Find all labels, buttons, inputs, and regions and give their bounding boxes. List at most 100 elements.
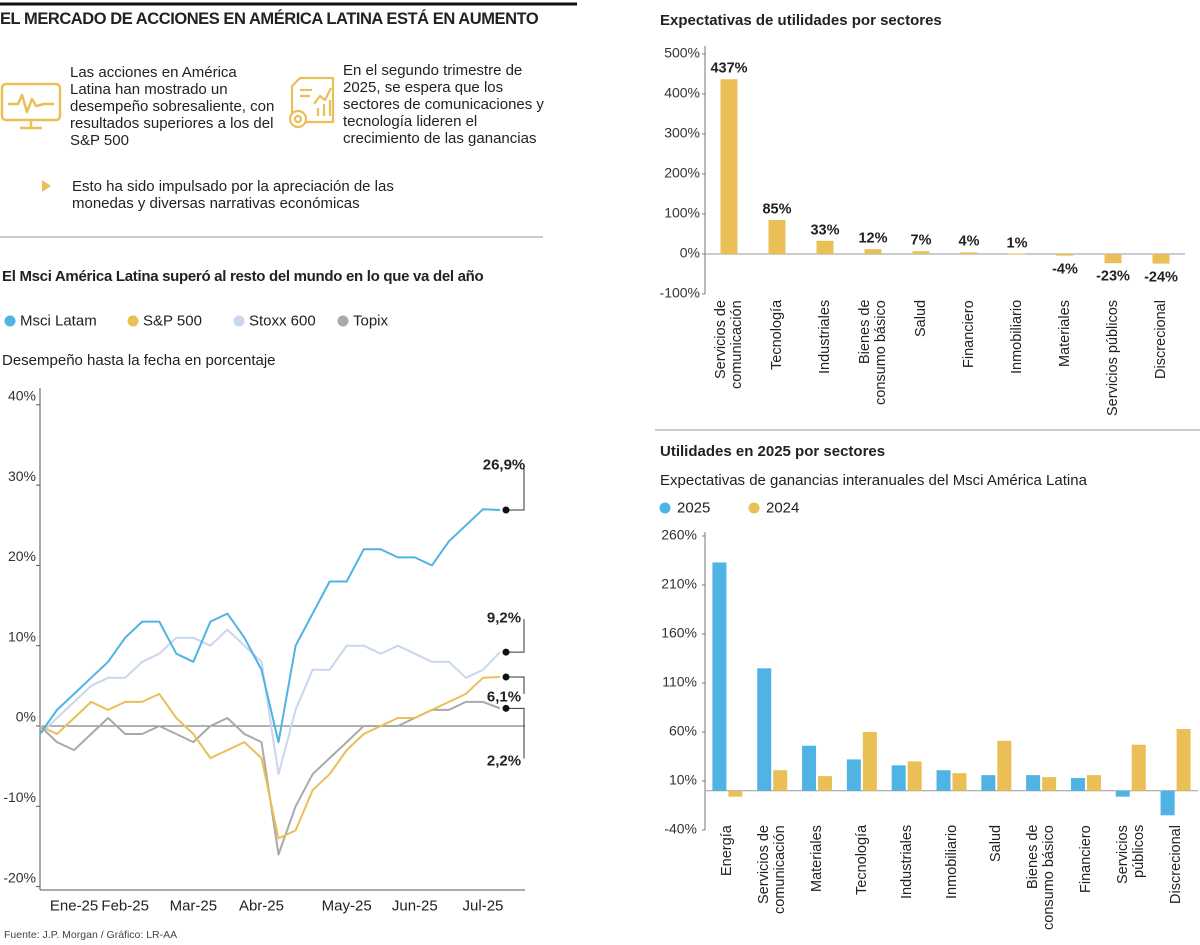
x-tick-label: Mar-25 (169, 897, 218, 915)
value-label: -24% (1144, 269, 1178, 286)
bar (1070, 778, 1085, 791)
legend-label: 2024 (766, 499, 800, 517)
x-tick-label: Financiero (1077, 825, 1094, 893)
chart-subtitle: Expectativas de ganancias interanuales d… (660, 472, 1087, 489)
legend-label: S&P 500 (143, 312, 202, 330)
legend-swatch (127, 315, 139, 327)
bar (802, 745, 817, 791)
chart-title: Utilidades en 2025 por sectores (660, 443, 886, 460)
series-line (39, 508, 501, 744)
bar (1008, 253, 1026, 255)
bar (936, 770, 951, 791)
end-dot (502, 704, 510, 712)
chart-subtitle: Desempeño hasta la fecha en porcentaje (2, 352, 276, 369)
x-tick-label: Feb-25 (101, 897, 149, 915)
annotation-leader (506, 465, 525, 511)
y-tick-label: -20% (3, 869, 36, 885)
x-tick-label: Bienes de consumo básico (1025, 825, 1058, 930)
value-label: 12% (858, 230, 888, 247)
bar (1086, 775, 1101, 791)
bar (1115, 790, 1130, 797)
y-tick-label: -10% (3, 789, 36, 805)
end-dot (502, 648, 510, 656)
bar (1026, 775, 1041, 791)
bar (757, 668, 772, 791)
x-tick-label: Materiales (809, 825, 826, 892)
y-tick-label: 500% (664, 45, 700, 61)
x-tick-label: Salud (988, 825, 1005, 863)
page-title: EL MERCADO DE ACCIONES EN AMÉRICA LATINA… (0, 10, 539, 28)
legend-swatch (4, 315, 16, 327)
annotation-leader (506, 619, 525, 653)
y-tick-label: 200% (664, 165, 700, 181)
series-line (39, 700, 501, 856)
x-tick-label: Discrecional (1167, 825, 1184, 904)
value-label: 33% (810, 222, 840, 239)
bar (712, 562, 727, 791)
x-tick-label: Servicios de comunicación (756, 825, 789, 914)
x-tick-label: Financiero (961, 300, 977, 368)
annotation-leader (506, 676, 525, 695)
highlight-text: Las acciones en América Latina han mostr… (70, 64, 275, 149)
bar (818, 776, 833, 791)
series-line (39, 676, 501, 840)
bar (912, 251, 930, 254)
end-label: 9,2% (486, 609, 522, 627)
legend-swatch (337, 315, 349, 327)
end-dot (502, 673, 510, 681)
y-tick-label: -100% (660, 285, 700, 301)
y-tick-label: 110% (662, 674, 697, 690)
value-label: 437% (710, 60, 748, 77)
bar (720, 79, 738, 254)
bar (1042, 777, 1057, 791)
end-label: 2,2% (486, 752, 522, 770)
y-tick-label: 0% (680, 245, 700, 261)
y-tick-label: 400% (664, 85, 700, 101)
y-tick-label: 0% (16, 709, 36, 725)
y-tick-label: 60% (669, 723, 697, 739)
x-tick-label: Servicios públicos (1114, 825, 1147, 884)
highlight-text: En el segundo trimestre de 2025, se espe… (343, 62, 544, 147)
x-tick-label: Tecnología (853, 825, 870, 896)
bar (1131, 744, 1146, 791)
bar (960, 252, 978, 254)
legend-label: Stoxx 600 (249, 312, 316, 330)
y-tick-label: 40% (8, 388, 36, 404)
x-tick-label: Servicios de comunicación (713, 300, 745, 389)
x-tick-label: Tecnología (769, 300, 785, 371)
x-tick-label: Industriales (898, 825, 915, 900)
series-line (39, 628, 501, 776)
y-tick-label: 10% (669, 772, 697, 788)
bar (981, 775, 996, 791)
bar (952, 773, 967, 791)
x-tick-label: Inmobiliario (943, 825, 960, 900)
bullet-icon (42, 180, 51, 192)
end-label: 6,1% (486, 688, 522, 706)
value-label: 85% (762, 201, 792, 218)
legend-swatch (748, 502, 760, 514)
chart-title: Expectativas de utilidades por sectores (660, 12, 942, 29)
bar (1152, 254, 1170, 264)
x-tick-label: May-25 (321, 897, 372, 915)
x-tick-label: Industriales (817, 300, 833, 375)
legend-label: 2025 (677, 499, 711, 517)
chart-title: El Msci América Latina superó al resto d… (2, 268, 484, 285)
bar (864, 249, 882, 254)
bar (997, 740, 1012, 791)
bar (862, 732, 877, 791)
bar (773, 770, 788, 791)
bar (1104, 254, 1122, 264)
x-tick-label: Jun-25 (391, 897, 438, 915)
value-label: -4% (1052, 261, 1078, 278)
category-label-box: Discrecional (1146, 825, 1200, 937)
monitor-icon (0, 82, 62, 130)
x-tick-label: Salud (913, 300, 929, 338)
source-note: Fuente: J.P. Morgan / Gráfico: LR-AA (4, 929, 178, 941)
end-label: 26,9% (482, 456, 526, 474)
x-tick-label: Servicios públicos (1105, 300, 1121, 417)
bar (891, 765, 906, 791)
report-icon (288, 76, 335, 129)
bar (1056, 254, 1074, 256)
bar (768, 220, 786, 254)
